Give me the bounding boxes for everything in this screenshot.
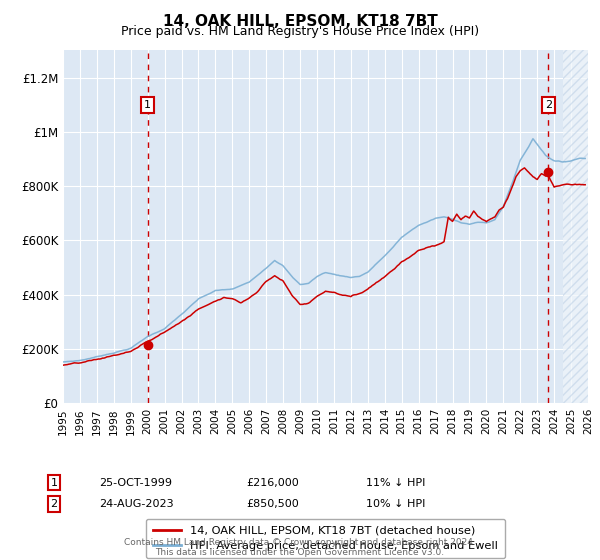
Text: 2: 2 bbox=[50, 499, 58, 509]
Text: 10% ↓ HPI: 10% ↓ HPI bbox=[366, 499, 425, 509]
Bar bbox=[563, 50, 588, 403]
Text: £850,500: £850,500 bbox=[246, 499, 299, 509]
Text: 1: 1 bbox=[50, 478, 58, 488]
Text: 14, OAK HILL, EPSOM, KT18 7BT: 14, OAK HILL, EPSOM, KT18 7BT bbox=[163, 14, 437, 29]
Text: 11% ↓ HPI: 11% ↓ HPI bbox=[366, 478, 425, 488]
Text: 1: 1 bbox=[144, 100, 151, 110]
Legend: 14, OAK HILL, EPSOM, KT18 7BT (detached house), HPI: Average price, detached hou: 14, OAK HILL, EPSOM, KT18 7BT (detached … bbox=[146, 519, 505, 558]
Text: 25-OCT-1999: 25-OCT-1999 bbox=[99, 478, 172, 488]
Text: Contains HM Land Registry data © Crown copyright and database right 2024.
This d: Contains HM Land Registry data © Crown c… bbox=[124, 538, 476, 557]
Text: £216,000: £216,000 bbox=[246, 478, 299, 488]
Bar bbox=[563, 50, 588, 403]
Text: Price paid vs. HM Land Registry's House Price Index (HPI): Price paid vs. HM Land Registry's House … bbox=[121, 25, 479, 38]
Text: 2: 2 bbox=[545, 100, 552, 110]
Text: 24-AUG-2023: 24-AUG-2023 bbox=[99, 499, 173, 509]
